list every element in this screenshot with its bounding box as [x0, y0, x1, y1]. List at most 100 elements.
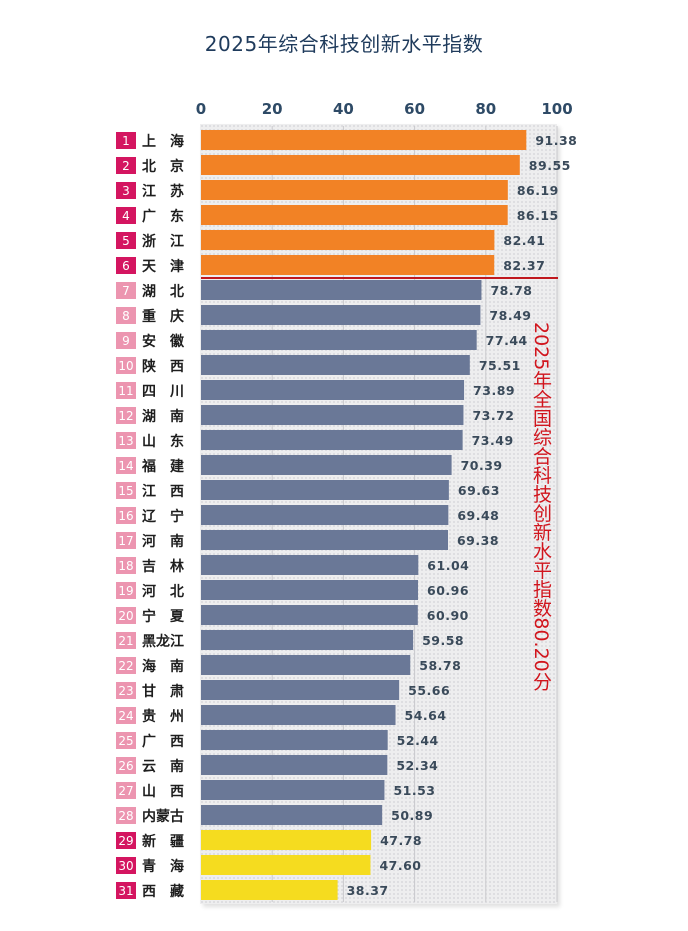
bar — [201, 705, 396, 725]
rank-number: 15 — [118, 484, 133, 498]
bar — [201, 230, 495, 250]
province-label: 上 海 — [142, 133, 184, 150]
value-label: 77.44 — [486, 333, 528, 348]
bar — [201, 555, 419, 575]
province-label: 湖 南 — [142, 408, 184, 425]
rank-number: 24 — [118, 709, 133, 723]
rank-number: 7 — [122, 284, 130, 298]
rank-number: 10 — [118, 359, 133, 373]
rank-number: 9 — [122, 334, 130, 348]
rank-badge — [116, 532, 136, 549]
rank-badge — [116, 607, 136, 624]
bar — [201, 155, 520, 175]
rank-badge — [116, 182, 136, 199]
province-label: 吉 林 — [142, 558, 184, 575]
value-label: 47.60 — [379, 858, 421, 873]
rank-badge — [116, 807, 136, 824]
value-label: 86.19 — [517, 183, 559, 198]
rank-badge — [116, 732, 136, 749]
province-label: 海 南 — [142, 658, 184, 675]
rank-number: 14 — [118, 459, 133, 473]
bar — [201, 380, 465, 400]
rank-number: 3 — [122, 184, 130, 198]
chart-title: 2025年综合科技创新水平指数 — [204, 32, 484, 56]
province-label: 山 西 — [142, 784, 184, 800]
bar — [201, 880, 338, 900]
x-tick-label: 100 — [541, 100, 572, 118]
bar — [201, 630, 414, 650]
rank-badge — [116, 657, 136, 674]
x-tick-label: 60 — [404, 100, 425, 118]
rank-badge — [116, 357, 136, 374]
rank-badge — [116, 482, 136, 499]
province-label: 陕 西 — [142, 358, 184, 375]
rank-badge — [116, 507, 136, 524]
province-label: 重 庆 — [142, 308, 184, 325]
rank-number: 12 — [118, 409, 133, 423]
rank-number: 23 — [118, 684, 133, 698]
rank-badge — [116, 332, 136, 349]
province-label: 天 津 — [142, 258, 184, 275]
rank-number: 20 — [118, 609, 133, 623]
rank-badge — [116, 132, 136, 149]
bar — [201, 755, 388, 775]
value-label: 60.96 — [427, 583, 469, 598]
bar — [201, 480, 449, 500]
value-label: 82.41 — [503, 233, 545, 248]
province-label: 河 南 — [142, 533, 184, 550]
province-label: 宁 夏 — [142, 608, 185, 625]
bar — [201, 780, 385, 800]
rank-badge — [116, 632, 136, 649]
rank-number: 5 — [122, 234, 130, 248]
rank-badge — [116, 682, 136, 699]
province-label: 安 徽 — [142, 333, 185, 350]
province-label: 福 建 — [141, 458, 184, 475]
rank-number: 31 — [118, 884, 133, 898]
bar — [201, 205, 508, 225]
province-label: 贵 州 — [142, 708, 184, 725]
value-label: 69.63 — [458, 483, 500, 498]
value-label: 51.53 — [393, 783, 435, 798]
bar — [201, 355, 470, 375]
row-labels: 91.38 1 上 海 89.55 2 北 京 86.19 3 江 苏 86.15 4 广 东 82.4… — [116, 132, 577, 900]
bar — [201, 805, 383, 825]
rank-number: 27 — [118, 784, 133, 798]
rank-badge — [116, 832, 136, 849]
rank-badge — [116, 382, 136, 399]
rank-number: 19 — [118, 584, 133, 598]
value-label: 73.72 — [472, 408, 514, 423]
bar — [201, 405, 464, 425]
province-label: 青 海 — [142, 858, 184, 875]
province-label: 云 南 — [142, 758, 184, 775]
x-tick-label: 80 — [475, 100, 496, 118]
x-tick-label: 40 — [333, 100, 354, 118]
province-label: 浙 江 — [142, 233, 184, 250]
x-axis-ticks: 0 20 40 60 80 100 — [196, 100, 573, 118]
rank-number: 6 — [122, 259, 130, 273]
value-label: 73.49 — [472, 433, 514, 448]
value-label: 55.66 — [408, 683, 450, 698]
rank-number: 1 — [122, 134, 130, 148]
value-label: 70.39 — [461, 458, 503, 473]
rank-number: 2 — [122, 159, 130, 173]
province-label: 江 苏 — [142, 183, 184, 200]
bar — [201, 580, 419, 600]
value-label: 60.90 — [427, 608, 469, 623]
province-label: 内蒙古 — [142, 808, 184, 825]
value-label: 50.89 — [391, 808, 433, 823]
value-label: 38.37 — [347, 883, 389, 898]
bar — [201, 505, 449, 525]
value-label: 69.48 — [457, 508, 499, 523]
rank-badge — [116, 757, 136, 774]
rank-badge — [116, 257, 136, 274]
province-label: 新 疆 — [142, 833, 184, 850]
province-label: 西 藏 — [142, 883, 184, 900]
bar — [201, 605, 418, 625]
x-tick-label: 0 — [196, 100, 206, 118]
rank-badge — [116, 307, 136, 324]
value-label: 82.37 — [503, 258, 545, 273]
rank-badge — [116, 582, 136, 599]
value-label: 61.04 — [427, 558, 469, 573]
bar — [201, 330, 477, 350]
